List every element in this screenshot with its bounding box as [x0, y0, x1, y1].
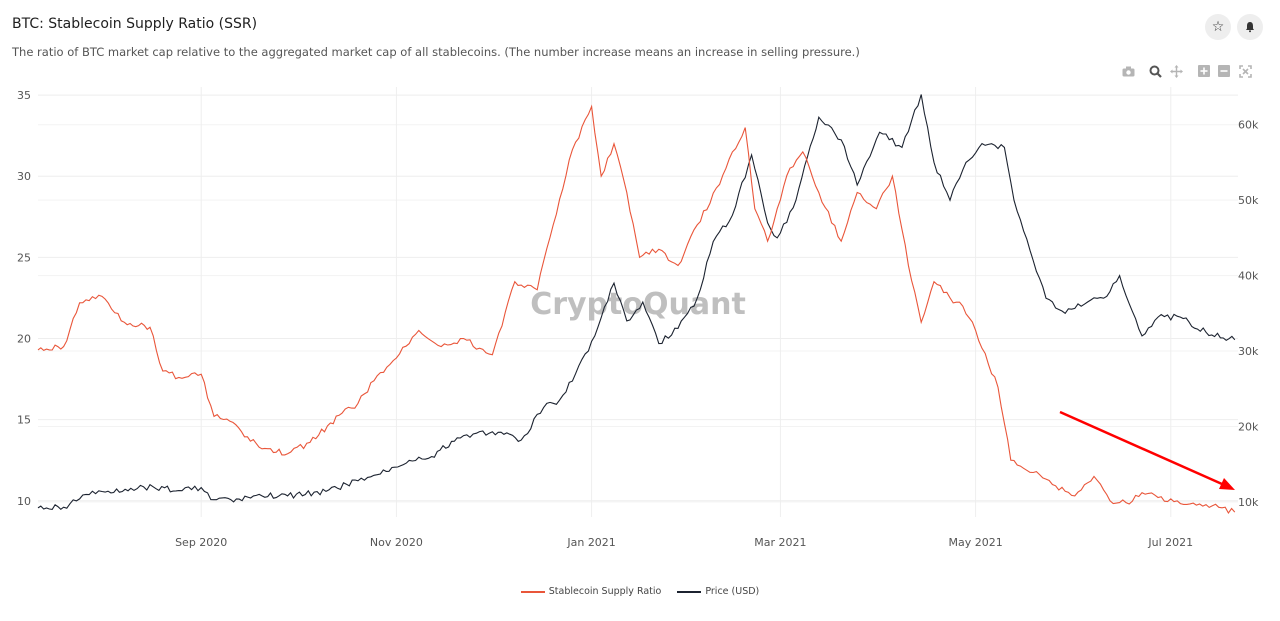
pan-icon[interactable] [1169, 64, 1183, 78]
legend-swatch-ssr [520, 590, 545, 593]
favorite-button[interactable]: ☆ [1205, 14, 1231, 40]
watermark: CryptoQuant [530, 287, 746, 322]
ssr-price-chart[interactable]: CryptoQuant 10 15 20 25 30 35 10k 20k 30k 40k 50k… [0, 0, 1280, 560]
y-left-tick-label: 30 [17, 170, 31, 183]
autoscale-icon[interactable] [1238, 64, 1252, 78]
x-tick-label: Sep 2020 [175, 536, 227, 549]
x-tick-label: May 2021 [948, 536, 1002, 549]
y-axis-right: 10k 20k 30k 40k 50k 60k [1238, 119, 1259, 509]
y-right-tick-label: 60k [1238, 119, 1259, 132]
y-left-tick-label: 15 [17, 414, 31, 427]
y-right-tick-label: 50k [1238, 194, 1259, 207]
legend: Stablecoin Supply Ratio Price (USD) [0, 586, 1280, 597]
star-icon: ☆ [1211, 19, 1225, 35]
x-tick-label: Jan 2021 [566, 536, 615, 549]
chart-subtitle: The ratio of BTC market cap relative to … [12, 45, 860, 59]
y-left-tick-label: 35 [17, 89, 31, 102]
grid-lines [38, 87, 1238, 517]
y-right-tick-label: 30k [1238, 345, 1259, 358]
y-right-tick-label: 20k [1238, 420, 1259, 433]
bell-icon [1246, 22, 1254, 33]
trend-arrow [1059, 410, 1235, 490]
legend-label-ssr: Stablecoin Supply Ratio [548, 586, 662, 597]
x-axis: Sep 2020 Nov 2020 Jan 2021 Mar 2021 May 2021… [175, 536, 1193, 549]
y-left-tick-label: 25 [17, 251, 31, 264]
y-right-tick-label: 10k [1238, 496, 1259, 509]
ssr-line[interactable] [37, 104, 1236, 515]
legend-swatch-price [677, 590, 702, 593]
x-tick-label: Nov 2020 [370, 536, 423, 549]
chart-title: BTC: Stablecoin Supply Ratio (SSR) [12, 16, 258, 32]
alert-button[interactable] [1237, 14, 1263, 40]
legend-item-price[interactable]: Price (USD) [677, 586, 759, 597]
price-line[interactable] [37, 94, 1236, 511]
y-right-tick-label: 40k [1238, 270, 1259, 283]
y-left-tick-label: 20 [17, 333, 31, 346]
camera-icon[interactable] [1121, 64, 1135, 78]
zoom-out-icon[interactable] [1217, 64, 1231, 78]
legend-item-ssr[interactable]: Stablecoin Supply Ratio [520, 586, 662, 597]
x-tick-label: Jul 2021 [1147, 536, 1193, 549]
zoom-icon[interactable] [1148, 64, 1162, 78]
y-left-tick-label: 10 [17, 495, 31, 508]
legend-label-price: Price (USD) [705, 586, 760, 597]
x-tick-label: Mar 2021 [754, 536, 806, 549]
y-axis-left: 10 15 20 25 30 35 [17, 89, 31, 508]
zoom-in-icon[interactable] [1197, 64, 1211, 78]
